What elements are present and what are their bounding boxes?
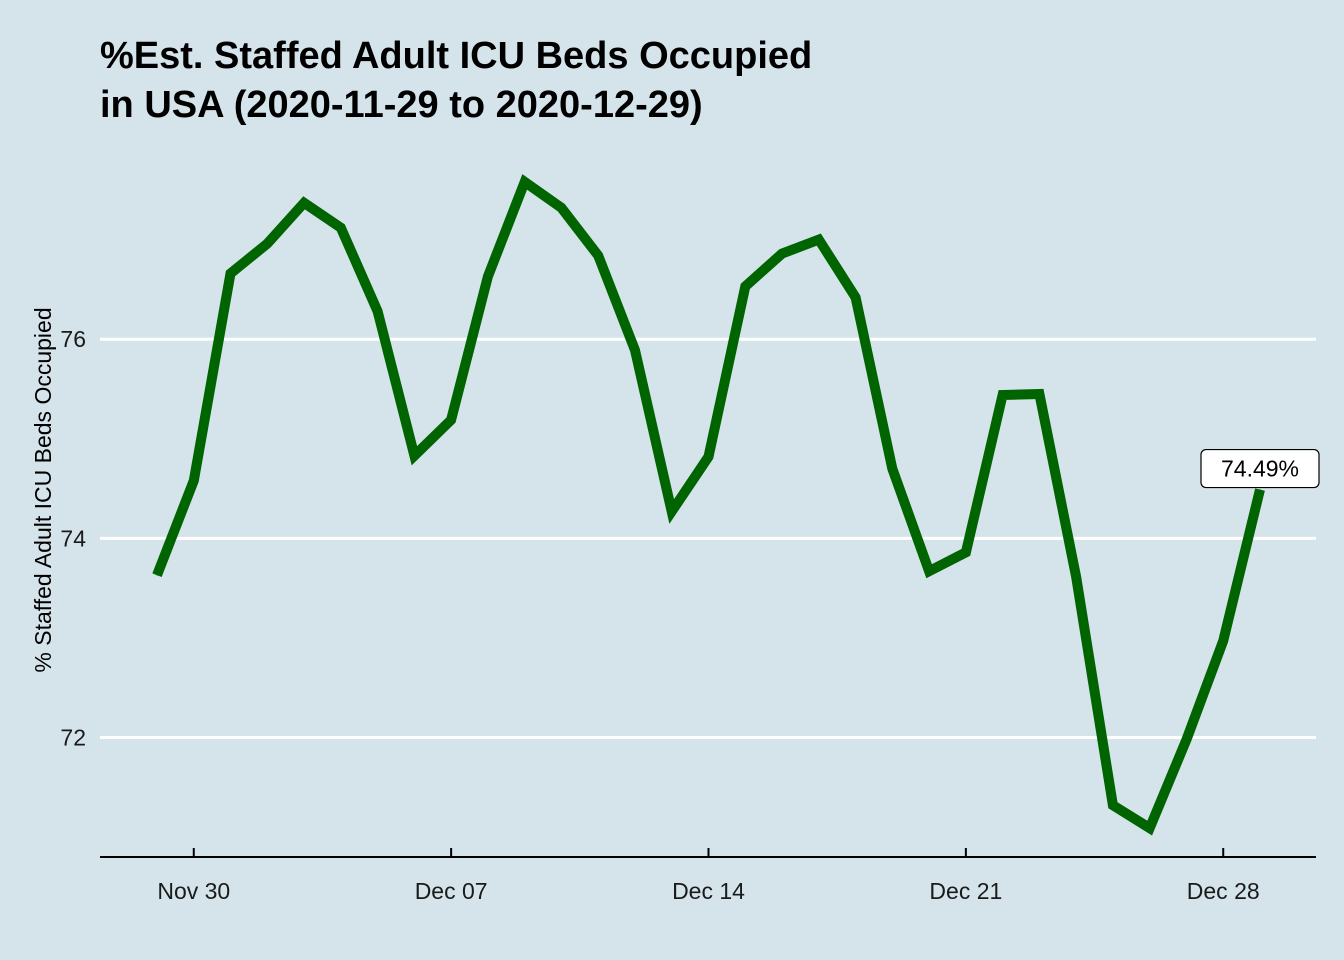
data-point-2020-12-14 xyxy=(708,456,709,458)
x-axis-ticks: Nov 30 Dec 07 Dec 14 Dec 21 Dec 28 xyxy=(157,848,1260,904)
last-value-label-text: 74.49% xyxy=(1221,456,1299,482)
data-point-2020-12-05 xyxy=(377,310,379,312)
data-point-2020-12-16 xyxy=(781,253,783,255)
data-point-2020-12-22 xyxy=(1002,394,1004,396)
data-point-2020-12-13 xyxy=(671,511,673,512)
y-tick-label-76: 76 xyxy=(60,326,86,352)
data-point-2020-12-21 xyxy=(965,551,967,553)
data-point-2020-12-18 xyxy=(855,296,857,298)
data-point-2020-12-10 xyxy=(560,207,562,209)
last-value-label-box xyxy=(1200,448,1320,489)
data-point-2020-12-17 xyxy=(818,239,820,241)
data-point-2020-12-28 xyxy=(1222,640,1224,642)
x-tick-label-1: Dec 07 xyxy=(415,878,488,904)
y-tick-label-74: 74 xyxy=(60,525,86,551)
y-tick-label-72: 72 xyxy=(60,725,86,751)
y-axis-title: % Staffed Adult ICU Beds Occupied xyxy=(30,307,56,672)
data-point-2020-12-03 xyxy=(303,202,305,204)
data-point-2020-12-26 xyxy=(1149,827,1151,829)
chart-title-line-1: %Est. Staffed Adult ICU Beds Occupied xyxy=(100,35,812,77)
data-point-2020-12-25 xyxy=(1112,804,1114,806)
data-point-2020-12-02 xyxy=(266,243,268,245)
data-point-2020-12-19 xyxy=(891,468,893,470)
last-value-label: 74.49% xyxy=(1200,448,1320,489)
x-tick-label-2: Dec 14 xyxy=(672,878,745,904)
data-points xyxy=(156,181,1261,829)
data-point-2020-12-06 xyxy=(413,455,415,457)
data-point-2020-12-11 xyxy=(597,255,599,257)
data-point-2020-12-12 xyxy=(634,349,636,351)
data-point-2020-12-23 xyxy=(1038,393,1040,395)
data-point-2020-11-30 xyxy=(193,480,195,482)
data-point-2020-12-04 xyxy=(340,227,342,229)
x-tick-label-4: Dec 28 xyxy=(1187,878,1260,904)
data-point-2020-12-15 xyxy=(744,285,746,287)
data-point-2020-12-24 xyxy=(1075,576,1077,578)
data-point-2020-12-01 xyxy=(230,273,231,274)
data-point-2020-12-27 xyxy=(1186,739,1187,740)
x-tick-label-0: Nov 30 xyxy=(157,878,230,904)
y-axis-ticks: 72 74 76 xyxy=(60,326,86,750)
data-point-2020-12-29 xyxy=(1259,489,1261,491)
x-tick-label-3: Dec 21 xyxy=(929,878,1002,904)
data-point-2020-12-09 xyxy=(524,181,526,183)
data-point-2020-12-20 xyxy=(928,570,930,572)
chart-title-line-2: in USA (2020-11-29 to 2020-12-29) xyxy=(100,84,703,126)
data-point-2020-11-29 xyxy=(156,574,158,576)
data-point-2020-12-08 xyxy=(487,276,489,277)
data-point-2020-12-07 xyxy=(450,419,452,421)
gridlines xyxy=(100,337,1316,740)
